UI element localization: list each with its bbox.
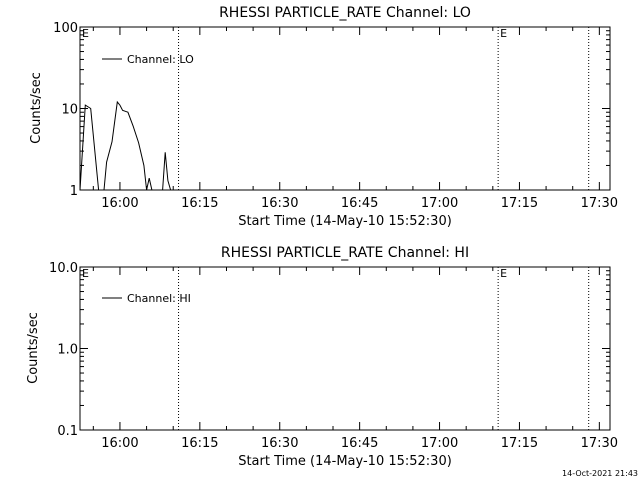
lo-x-tick-label: 16:15	[181, 196, 218, 211]
lo-x-tick-label: 17:15	[501, 196, 538, 211]
lo-x-tick-label: 17:00	[421, 196, 458, 211]
hi-x-tick-label: 17:00	[421, 436, 458, 451]
lo-event-marker: E	[500, 27, 507, 40]
lo-x-axis-label: Start Time (14-May-10 15:52:30)	[238, 214, 452, 229]
lo-event-marker: E	[82, 27, 89, 40]
lo-legend-label: Channel: LO	[127, 53, 194, 66]
hi-y-tick-label: 0.1	[57, 424, 78, 439]
lo-channel-panel: RHESSI PARTICLE_RATE Channel: LO Counts/…	[29, 5, 618, 229]
lo-x-tick-label: 17:30	[581, 196, 618, 211]
lo-y-tick-label: 1	[70, 184, 78, 199]
hi-y-tick-label: 10.0	[49, 261, 78, 276]
lo-legend: Channel: LO	[102, 53, 194, 66]
lo-y-tick-label: 10	[61, 103, 78, 118]
hi-x-tick-label: 16:00	[101, 436, 138, 451]
hi-x-axis-label: Start Time (14-May-10 15:52:30)	[238, 454, 452, 469]
lo-series-line	[79, 100, 176, 191]
hi-legend-label: Channel: HI	[127, 292, 191, 305]
lo-x-tick-label: 16:45	[341, 196, 378, 211]
lo-chart-title: RHESSI PARTICLE_RATE Channel: LO	[219, 5, 471, 21]
hi-x-tick-label: 17:30	[581, 436, 618, 451]
lo-x-tick-label: 16:00	[101, 196, 138, 211]
hi-y-axis-label: Counts/sec	[26, 312, 41, 384]
hi-chart-title: RHESSI PARTICLE_RATE Channel: HI	[221, 245, 469, 261]
hi-x-tick-label: 16:30	[261, 436, 298, 451]
hi-event-marker: E	[500, 267, 507, 280]
lo-x-tick-label: 16:30	[261, 196, 298, 211]
hi-legend: Channel: HI	[102, 292, 191, 305]
hi-x-tick-label: 17:15	[501, 436, 538, 451]
hi-event-marker: E	[82, 267, 89, 280]
hi-y-tick-label: 1.0	[57, 343, 78, 358]
hi-x-tick-label: 16:45	[341, 436, 378, 451]
footer-timestamp: 14-Oct-2021 21:43	[562, 469, 638, 478]
hi-x-tick-label: 16:15	[181, 436, 218, 451]
hi-channel-panel: RHESSI PARTICLE_RATE Channel: HI Counts/…	[26, 245, 618, 469]
lo-y-tick-label: 100	[53, 21, 78, 36]
lo-y-axis-label: Counts/sec	[29, 72, 44, 144]
